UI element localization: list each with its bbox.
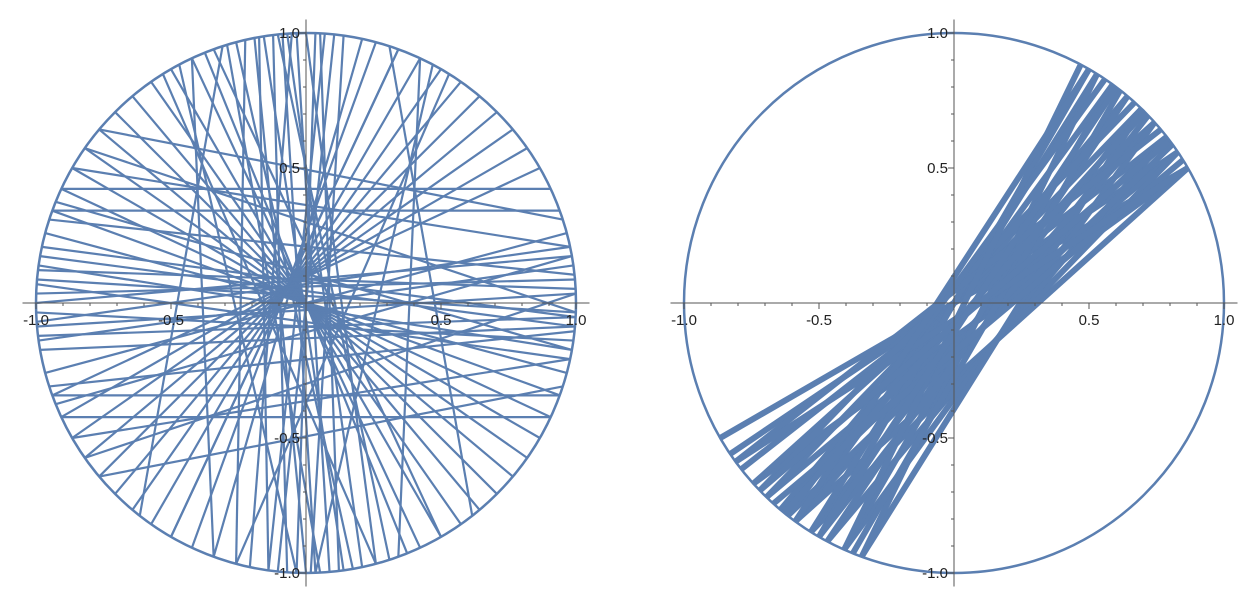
x-tick-label: 1.0 [1214,312,1235,329]
y-tick-label: 1.0 [927,25,948,42]
y-tick-label: 0.5 [927,160,948,177]
chord-line [98,385,563,478]
chord-line [248,33,293,568]
chord-line [170,48,400,538]
chord-plot-left: -1.0 -0.5 0.5 1.0 1.0 0.5 -0.5 -1.0 [22,19,590,587]
chord-line [319,33,341,572]
chord-line [51,167,541,397]
chord-line [858,72,1100,559]
y-tick-label: -1.0 [274,565,300,582]
chord-line [72,166,571,248]
chord-line [55,255,573,406]
chord-line [37,268,576,290]
x-tick-label: -0.5 [806,312,832,329]
y-tick-label: -1.0 [922,565,948,582]
y-tick-label: -0.5 [922,430,948,447]
y-tick-label: 0.5 [279,160,300,177]
chord-line [37,316,576,338]
y-tick-label: -0.5 [274,430,300,447]
axes: -1.0 -0.5 0.5 1.0 1.0 0.5 -0.5 -1.0 [22,19,590,587]
chord-line [161,73,377,565]
chord-line [388,46,474,516]
chord-line [41,245,576,319]
y-tick-label: 1.0 [279,25,300,42]
chord-line [40,325,576,351]
x-tick-label: -0.5 [158,312,184,329]
chord-line [39,255,576,328]
chord-line [190,58,215,557]
x-minor-ticks [35,303,577,309]
chord-line [212,48,442,538]
x-tick-label: 1.0 [566,312,587,329]
x-tick-label: -1.0 [23,312,49,329]
x-minor-ticks [683,303,1225,309]
chord-line [98,128,563,221]
chord-line [397,58,422,557]
chord-line [785,77,1108,518]
chord-line [235,73,451,565]
chord-line [84,147,577,314]
chord-line [49,218,575,276]
y-minor-ticks [948,32,954,574]
chord-line [178,64,298,574]
y-minor-ticks [300,32,306,574]
chord-plot-right: -1.0 -0.5 0.5 1.0 1.0 0.5 -0.5 -1.0 [670,19,1238,587]
axes: -1.0 -0.5 0.5 1.0 1.0 0.5 -0.5 -1.0 [670,19,1238,587]
chord-line [49,330,575,388]
chord-line [84,292,577,459]
chord-line [55,200,573,351]
x-tick-label: 0.5 [431,312,452,329]
chord-line [36,245,571,323]
chord-line [38,264,573,351]
chord-line [314,64,434,574]
x-tick-label: -1.0 [671,312,697,329]
chord-line [36,283,571,361]
chord-line [267,33,326,571]
chord-line [816,85,1119,539]
chord-lines [35,32,577,574]
x-tick-label: 0.5 [1079,312,1100,329]
chord-line [138,46,224,516]
